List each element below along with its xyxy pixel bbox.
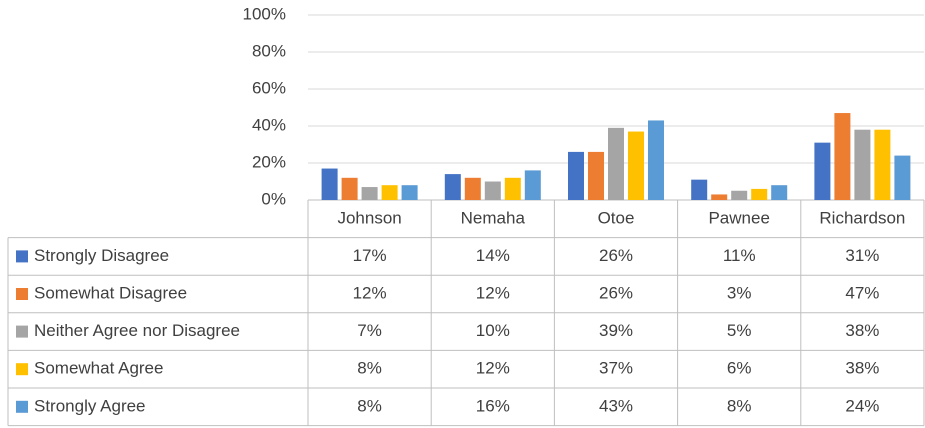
bar bbox=[894, 155, 911, 200]
table-cell: 43% bbox=[599, 396, 633, 415]
y-tick-label: 100% bbox=[243, 4, 286, 23]
table-cell: 10% bbox=[476, 321, 510, 340]
bar bbox=[401, 185, 418, 200]
bar bbox=[588, 151, 604, 200]
x-tick-label: Richardson bbox=[819, 208, 905, 227]
legend-label: Somewhat Disagree bbox=[34, 283, 187, 302]
legend-key bbox=[16, 288, 28, 300]
table-cell: 17% bbox=[353, 246, 387, 265]
bar bbox=[361, 187, 378, 200]
legend-key bbox=[16, 325, 28, 338]
bar bbox=[321, 168, 338, 200]
table-cell: 26% bbox=[599, 246, 633, 265]
bar bbox=[568, 151, 584, 200]
table-cell: 6% bbox=[727, 359, 752, 378]
table-cell: 38% bbox=[845, 359, 879, 378]
bar bbox=[524, 170, 541, 200]
x-tick-label: Nemaha bbox=[461, 208, 526, 227]
bar bbox=[464, 177, 481, 200]
legend-label: Neither Agree nor Disagree bbox=[34, 321, 240, 340]
table-cell: 14% bbox=[476, 246, 510, 265]
bar bbox=[834, 113, 851, 200]
y-tick-label: 60% bbox=[252, 78, 286, 97]
bar bbox=[814, 142, 831, 200]
bar bbox=[381, 185, 398, 200]
table-cell: 7% bbox=[357, 321, 382, 340]
legend-label: Somewhat Agree bbox=[34, 359, 163, 378]
table-cell: 12% bbox=[353, 283, 387, 302]
table-cell: 12% bbox=[476, 283, 510, 302]
table-cell: 3% bbox=[727, 283, 752, 302]
legend-key bbox=[16, 250, 28, 263]
table-cell: 31% bbox=[845, 246, 879, 265]
table-cell: 5% bbox=[727, 321, 752, 340]
table-cell: 38% bbox=[845, 321, 879, 340]
bar bbox=[874, 129, 891, 200]
table-cell: 8% bbox=[727, 396, 752, 415]
legend-label: Strongly Disagree bbox=[34, 246, 169, 265]
bar bbox=[648, 120, 664, 200]
bar bbox=[628, 131, 644, 200]
bar bbox=[608, 127, 624, 200]
bar bbox=[341, 177, 358, 200]
table-cell: 37% bbox=[599, 359, 633, 378]
table-cell: 11% bbox=[723, 246, 756, 265]
x-tick-label: Johnson bbox=[337, 208, 401, 227]
table-cell: 24% bbox=[845, 396, 879, 415]
y-tick-label: 0% bbox=[261, 189, 286, 208]
table-cell: 16% bbox=[476, 396, 510, 415]
y-tick-label: 20% bbox=[252, 152, 286, 171]
table-cell: 39% bbox=[599, 321, 633, 340]
bar bbox=[731, 190, 748, 200]
bar bbox=[504, 177, 521, 200]
y-tick-label: 40% bbox=[252, 115, 286, 134]
y-tick-label: 80% bbox=[252, 41, 286, 60]
table-cell: 47% bbox=[845, 283, 879, 302]
bar bbox=[691, 179, 708, 200]
x-tick-label: Pawnee bbox=[708, 208, 769, 227]
legend-key bbox=[16, 363, 28, 376]
table-cell: 12% bbox=[476, 359, 510, 378]
bar bbox=[751, 188, 768, 200]
bar bbox=[444, 174, 461, 200]
legend-key bbox=[16, 400, 28, 413]
table-cell: 8% bbox=[357, 359, 382, 378]
bar bbox=[711, 194, 728, 200]
bar bbox=[771, 185, 788, 200]
table-cell: 8% bbox=[357, 396, 382, 415]
bar bbox=[484, 181, 501, 200]
bar bbox=[854, 129, 871, 200]
table-cell: 26% bbox=[599, 283, 633, 302]
x-tick-label: Otoe bbox=[598, 208, 635, 227]
legend-label: Strongly Agree bbox=[34, 396, 146, 415]
